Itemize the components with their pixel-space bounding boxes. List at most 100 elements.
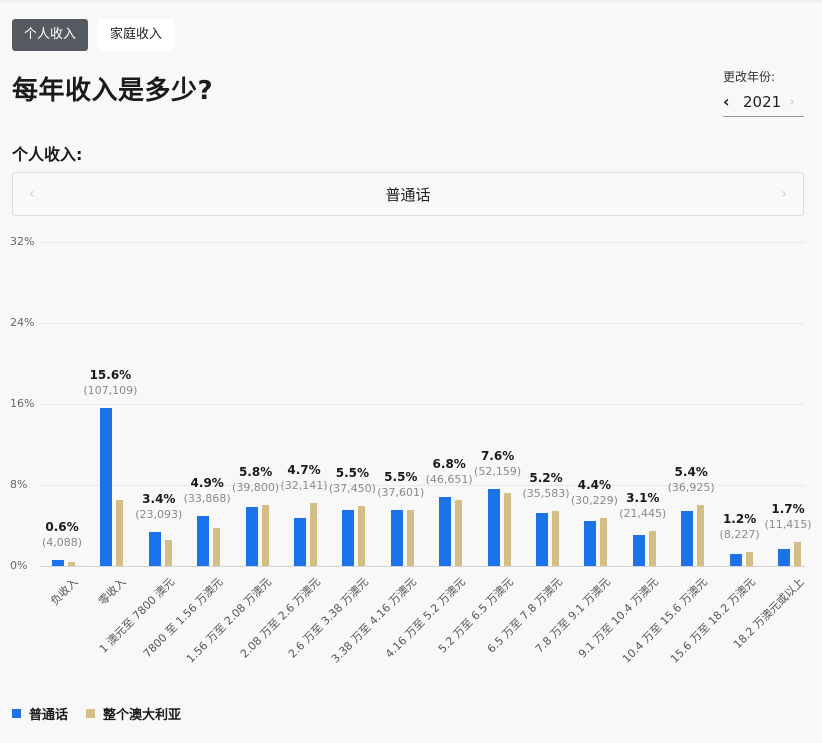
legend-swatch-mandarin — [12, 709, 21, 718]
bar-australia[interactable] — [600, 518, 608, 566]
bar-mandarin[interactable] — [148, 531, 161, 566]
bar-australia[interactable] — [116, 500, 124, 566]
year-selector: 更改年份: ‹ 2021 › — [723, 68, 804, 117]
bar-count: (8,227) — [719, 527, 760, 541]
gridline — [40, 404, 805, 405]
bar-mandarin[interactable] — [536, 513, 548, 566]
bar-australia[interactable] — [503, 493, 511, 566]
bar-value-label: 1.2% (8,227) — [700, 512, 780, 541]
year-selector-label: 更改年份: — [723, 70, 776, 84]
bar-count: (35,583) — [522, 487, 570, 501]
bar-mandarin[interactable] — [632, 534, 645, 566]
bar-mandarin[interactable] — [342, 510, 355, 566]
bar-percent: 7.6% — [480, 449, 515, 464]
bar-percent: 5.2% — [529, 471, 563, 486]
bar-value-label: 5.4% (36,925) — [651, 465, 731, 494]
bar-australia[interactable] — [358, 506, 366, 566]
bar-mandarin[interactable] — [100, 408, 113, 566]
x-axis-label: 零收入 — [96, 575, 130, 608]
bar-value-label: 15.6% (107,109) — [70, 368, 150, 397]
bar-value-label: 5.2% (35,583) — [506, 471, 586, 500]
bar-mandarin[interactable] — [681, 511, 694, 566]
bar-count: (33,868) — [183, 492, 231, 506]
bar-mandarin[interactable] — [487, 489, 500, 566]
bar-percent: 3.1% — [626, 490, 660, 505]
x-axis-label: 15.6 万至 18.2 万澳元 — [668, 575, 759, 666]
language-value: 普通话 — [385, 185, 431, 204]
bar-value-label: 1.7% (11,415) — [748, 502, 822, 531]
bar-count: (39,800) — [232, 481, 280, 495]
bar-percent: 15.6% — [89, 368, 132, 383]
bar-percent: 1.2% — [722, 511, 757, 526]
chevron-left-icon[interactable]: ‹ — [723, 92, 730, 111]
chart-legend: 普通话 整个澳大利亚 — [12, 704, 181, 723]
bar-australia[interactable] — [648, 530, 656, 566]
bar-mandarin[interactable] — [729, 553, 742, 566]
bar-value-label: 4.9% (33,868) — [167, 476, 247, 505]
bar-percent: 5.8% — [238, 465, 273, 480]
bar-mandarin[interactable] — [52, 559, 64, 566]
bar-australia[interactable] — [164, 539, 172, 566]
page-title: 每年收入是多少? — [12, 76, 214, 106]
bar-value-label: 4.4% (30,229) — [554, 478, 634, 507]
bar-mandarin[interactable] — [778, 548, 790, 566]
section-subtitle: 个人收入: — [12, 145, 83, 164]
bar-value-label: 3.4% (23,093) — [119, 492, 199, 521]
tab-personal-income[interactable]: 个人收入 — [12, 19, 89, 51]
gridline — [40, 242, 805, 243]
bar-mandarin[interactable] — [245, 507, 258, 566]
bar-mandarin[interactable] — [390, 510, 403, 566]
bar-count: (11,415) — [764, 517, 812, 531]
top-divider — [0, 0, 822, 4]
bar-australia[interactable] — [68, 561, 75, 566]
y-tick-label: 0% — [10, 559, 28, 572]
legend-label: 整个澳大利亚 — [103, 708, 182, 723]
bar-australia[interactable] — [261, 505, 269, 566]
bar-australia[interactable] — [552, 511, 559, 566]
bar-percent: 1.7% — [771, 501, 805, 516]
legend-item-mandarin[interactable]: 普通话 — [12, 704, 68, 723]
bar-australia[interactable] — [745, 551, 753, 566]
x-axis-label: 负收入 — [48, 575, 81, 608]
bar-mandarin[interactable] — [439, 497, 452, 566]
bar-australia[interactable] — [697, 505, 705, 566]
bar-australia[interactable] — [406, 510, 414, 566]
gridline — [40, 566, 805, 567]
income-bar-chart: 0% 8% 16% 24% 32% 0.6% (4,088) 负收入 15.6% (107,109… — [0, 230, 822, 690]
x-axis-label: 1.56 万至 2.08 万澳元 — [184, 575, 275, 666]
bar-count: (52,159) — [474, 465, 522, 479]
bar-percent: 5.5% — [384, 470, 418, 485]
bar-value-label: 7.6% (52,159) — [458, 449, 538, 478]
bar-value-label: 6.8% (46,651) — [409, 457, 489, 486]
bar-percent: 0.6% — [45, 519, 79, 534]
bar-australia[interactable] — [310, 503, 317, 566]
bar-mandarin[interactable] — [584, 521, 597, 566]
bar-value-label: 3.1% (21,445) — [603, 491, 683, 520]
bar-count: (37,450) — [328, 482, 376, 496]
x-axis-label: 10.4 万至 15.6 万澳元 — [619, 575, 710, 666]
bar-mandarin[interactable] — [197, 516, 210, 566]
legend-label: 普通话 — [29, 708, 69, 723]
gridline — [40, 485, 805, 486]
bar-count: (23,093) — [135, 507, 183, 521]
bar-mandarin[interactable] — [294, 518, 306, 566]
chevron-right-icon[interactable]: › — [781, 186, 787, 202]
bar-australia[interactable] — [213, 527, 221, 566]
bar-count: (36,925) — [667, 481, 715, 495]
y-tick-label: 16% — [10, 397, 35, 410]
language-selector: ‹ 普通话 › — [12, 172, 804, 216]
bar-percent: 4.4% — [577, 478, 612, 493]
chevron-right-icon[interactable]: › — [789, 93, 795, 110]
chevron-left-icon[interactable]: ‹ — [29, 186, 35, 202]
bar-count: (37,601) — [377, 486, 425, 500]
y-tick-label: 24% — [10, 316, 35, 329]
tab-household-income[interactable]: 家庭收入 — [98, 19, 175, 51]
x-axis-label: 3.38 万至 4.16 万澳元 — [329, 575, 420, 666]
bar-percent: 5.5% — [335, 466, 370, 481]
bar-count: (4,088) — [41, 535, 83, 549]
legend-swatch-australia — [86, 709, 96, 718]
legend-item-australia[interactable]: 整个澳大利亚 — [86, 704, 181, 723]
bar-percent: 4.9% — [190, 476, 224, 491]
bar-australia[interactable] — [455, 500, 463, 566]
bar-australia[interactable] — [794, 541, 801, 566]
